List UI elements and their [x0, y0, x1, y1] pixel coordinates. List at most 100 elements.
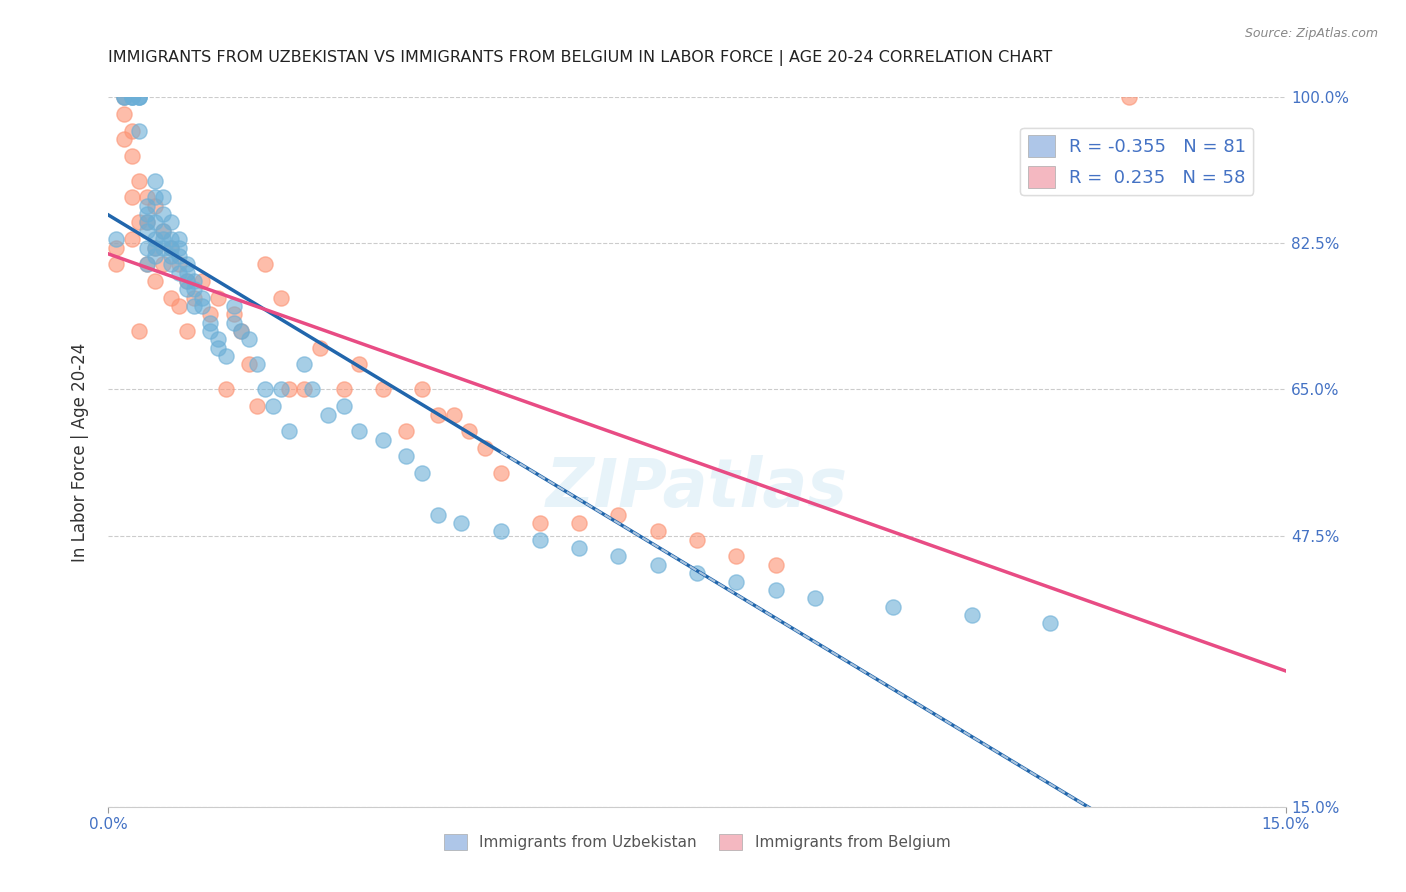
Point — [128, 324, 150, 338]
Point — [426, 408, 449, 422]
Point — [647, 524, 669, 539]
Point — [167, 266, 190, 280]
Point — [207, 291, 229, 305]
Point — [222, 299, 245, 313]
Point — [349, 424, 371, 438]
Point — [121, 190, 143, 204]
Point — [371, 383, 394, 397]
Point — [222, 316, 245, 330]
Point — [458, 424, 481, 438]
Point — [215, 383, 238, 397]
Point — [121, 149, 143, 163]
Point — [349, 358, 371, 372]
Point — [207, 341, 229, 355]
Point — [292, 358, 315, 372]
Point — [143, 241, 166, 255]
Point — [128, 90, 150, 104]
Point — [176, 282, 198, 296]
Point — [143, 190, 166, 204]
Point — [112, 90, 135, 104]
Point — [215, 349, 238, 363]
Point — [443, 408, 465, 422]
Point — [152, 224, 174, 238]
Point — [607, 549, 630, 564]
Point — [136, 199, 159, 213]
Point — [568, 516, 591, 530]
Point — [270, 291, 292, 305]
Point — [262, 399, 284, 413]
Point — [159, 215, 181, 229]
Point — [143, 215, 166, 229]
Point — [143, 232, 166, 246]
Point — [121, 90, 143, 104]
Point — [183, 291, 205, 305]
Point — [167, 257, 190, 271]
Point — [309, 341, 332, 355]
Point — [136, 215, 159, 229]
Point — [332, 399, 354, 413]
Point — [198, 324, 221, 338]
Point — [686, 533, 709, 547]
Point — [183, 299, 205, 313]
Point — [128, 90, 150, 104]
Point — [167, 299, 190, 313]
Point — [121, 90, 143, 104]
Point — [136, 257, 159, 271]
Point — [159, 232, 181, 246]
Point — [159, 241, 181, 255]
Point — [128, 90, 150, 104]
Point — [176, 324, 198, 338]
Point — [121, 123, 143, 137]
Point — [411, 466, 433, 480]
Point — [270, 383, 292, 397]
Point — [159, 291, 181, 305]
Point — [167, 241, 190, 255]
Point — [489, 524, 512, 539]
Point — [371, 433, 394, 447]
Point — [191, 291, 214, 305]
Point — [686, 566, 709, 581]
Point — [128, 215, 150, 229]
Point — [277, 424, 299, 438]
Point — [121, 232, 143, 246]
Point — [332, 383, 354, 397]
Point — [104, 241, 127, 255]
Point — [568, 541, 591, 556]
Point — [207, 332, 229, 346]
Point — [489, 466, 512, 480]
Point — [960, 607, 983, 622]
Point — [231, 324, 253, 338]
Point — [121, 90, 143, 104]
Point — [222, 307, 245, 321]
Legend: R = -0.355   N = 81, R =  0.235   N = 58: R = -0.355 N = 81, R = 0.235 N = 58 — [1021, 128, 1253, 195]
Point — [198, 316, 221, 330]
Point — [301, 383, 323, 397]
Point — [183, 282, 205, 296]
Point — [238, 332, 260, 346]
Point — [104, 257, 127, 271]
Point — [1118, 90, 1140, 104]
Point — [143, 249, 166, 263]
Point — [152, 207, 174, 221]
Point — [316, 408, 339, 422]
Point — [474, 441, 496, 455]
Point — [191, 274, 214, 288]
Point — [143, 174, 166, 188]
Point — [128, 123, 150, 137]
Point — [143, 199, 166, 213]
Point — [529, 516, 551, 530]
Point — [803, 591, 825, 606]
Point — [395, 450, 418, 464]
Point — [176, 266, 198, 280]
Point — [882, 599, 904, 614]
Point — [136, 257, 159, 271]
Text: ZIPatlas: ZIPatlas — [546, 455, 848, 521]
Point — [254, 383, 277, 397]
Point — [143, 274, 166, 288]
Point — [246, 358, 269, 372]
Point — [529, 533, 551, 547]
Point — [112, 132, 135, 146]
Point — [176, 274, 198, 288]
Point — [176, 274, 198, 288]
Point — [159, 249, 181, 263]
